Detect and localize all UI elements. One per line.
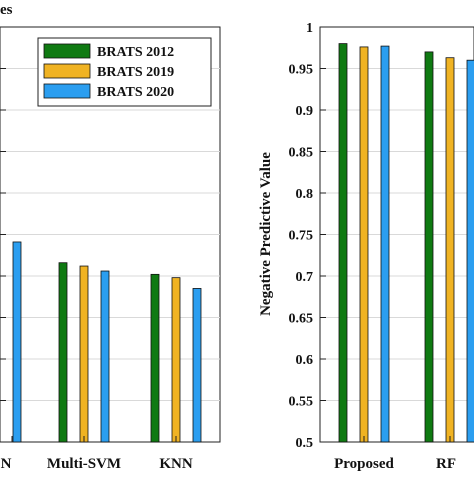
left-bar [192, 288, 202, 443]
right-bar [359, 46, 369, 443]
left-x-tick-label: KNN [159, 456, 193, 472]
left-bars [12, 241, 202, 443]
right-x-tick-labels: Proposed RF [334, 436, 456, 472]
right-y-tick-labels: 0.5 0.55 0.6 0.65 0.7 0.75 0.8 0.85 0.9 0.95 1 [289, 21, 314, 451]
right-y-tick-label: 0.65 [289, 312, 314, 327]
left-x-tick-labels: N Multi-SVM KNN [1, 436, 193, 472]
right-y-tick-label: 0.95 [289, 63, 314, 78]
legend-label: BRATS 2020 [97, 85, 174, 100]
right-y-tick-label: 0.8 [296, 187, 314, 202]
right-bar [445, 57, 455, 443]
legend-swatch [43, 83, 91, 99]
left-title-fragment: es [0, 2, 13, 18]
left-bar [150, 273, 160, 443]
legend-swatch [43, 63, 91, 79]
legend: BRATS 2012 BRATS 2019 BRATS 2020 [37, 37, 212, 107]
right-y-axis-label: Negative Predictive Value [258, 152, 274, 316]
right-y-tick-label: 0.85 [289, 146, 314, 161]
left-bar [171, 277, 181, 443]
right-y-tick-label: 0.75 [289, 229, 314, 244]
left-x-tick-label: Multi-SVM [47, 456, 121, 472]
right-bar [466, 59, 474, 443]
legend-label: BRATS 2012 [97, 45, 174, 60]
right-bar [338, 43, 348, 443]
right-bar [424, 51, 434, 443]
right-bar [380, 45, 390, 443]
legend-label: BRATS 2019 [97, 65, 174, 80]
left-bar [12, 241, 22, 443]
right-chart: 0.5 0.55 0.6 0.65 0.7 0.75 0.8 0.85 0.9 0.95 1 Pro… [258, 21, 474, 472]
left-bar [100, 270, 110, 443]
legend-swatch [43, 43, 91, 59]
right-bars [338, 43, 474, 443]
right-y-tick-label: 0.7 [296, 270, 314, 285]
right-y-tick-label: 0.5 [296, 436, 314, 451]
left-x-tick-label: N [1, 456, 12, 472]
left-bar [79, 265, 89, 443]
right-y-tick-label: 0.55 [289, 395, 314, 410]
right-y-tick-label: 1 [306, 21, 313, 36]
right-x-tick-label: Proposed [334, 456, 394, 472]
legend-items: BRATS 2012 BRATS 2019 BRATS 2020 [43, 43, 174, 100]
right-y-tick-label: 0.6 [296, 353, 314, 368]
right-x-tick-label: RF [436, 456, 456, 472]
left-bar [58, 262, 68, 443]
right-y-tick-label: 0.9 [296, 104, 314, 119]
left-gridlines [0, 68, 220, 401]
